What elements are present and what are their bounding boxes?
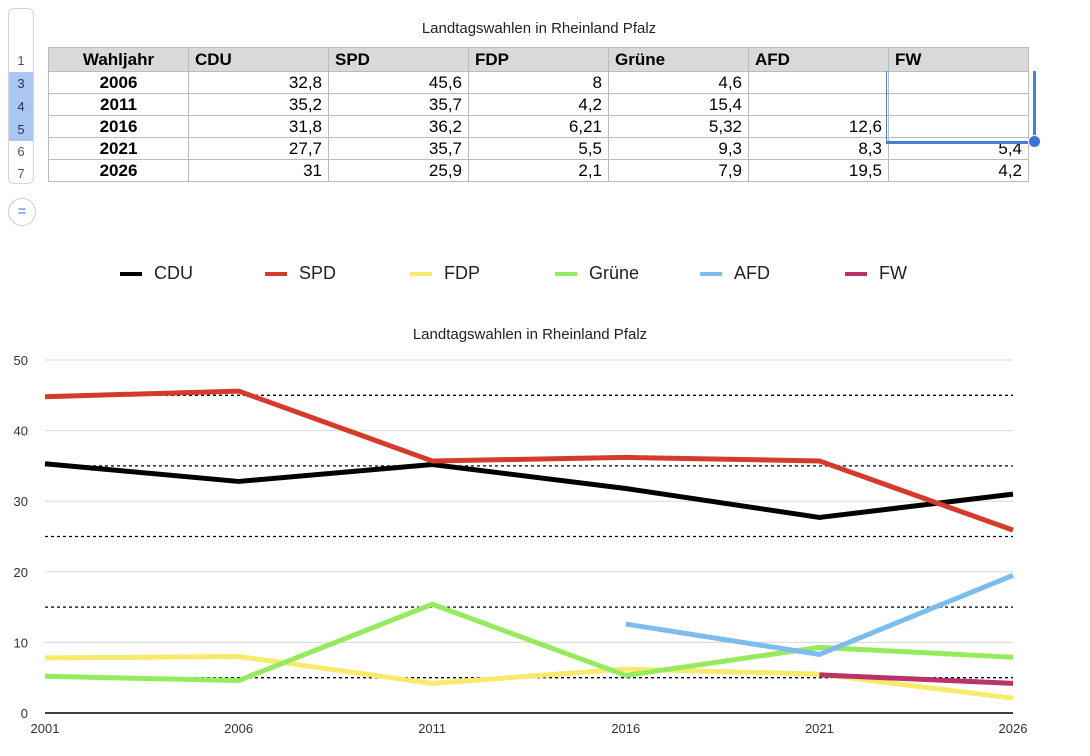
table-cell[interactable]: 2,1 <box>468 159 609 182</box>
table-row: 2011 35,2 35,7 4,2 15,4 <box>48 93 1029 116</box>
x-tick-label: 2001 <box>31 721 60 736</box>
legend-label: FW <box>879 263 907 283</box>
table-cell[interactable]: 35,2 <box>188 93 329 116</box>
chart-title: Landtagswahlen in Rheinland Pfalz <box>412 326 648 343</box>
table-cell[interactable]: 8 <box>468 71 609 94</box>
series-line-grüne <box>44 601 1014 684</box>
y-tick-label: 30 <box>14 494 28 509</box>
legend-item: Grüne <box>555 263 700 284</box>
table-cell[interactable]: 4,6 <box>608 71 749 94</box>
table-cell[interactable]: 15,4 <box>608 93 749 116</box>
table-cell[interactable]: 6,21 <box>468 115 609 138</box>
row-number[interactable]: 5 <box>9 118 33 141</box>
line-chart: 0 10 20 30 40 50 2001 2006 2011 2016 2021 2026 <box>14 353 1028 736</box>
table-cell[interactable]: 32,8 <box>188 71 329 94</box>
y-tick-label: 40 <box>14 424 28 439</box>
y-tick-label: 50 <box>14 353 28 368</box>
table-cell[interactable]: 5,32 <box>608 115 749 138</box>
table-cell[interactable]: 25,9 <box>328 159 469 182</box>
table-cell[interactable]: 2026 <box>48 159 189 182</box>
formula-button[interactable]: = <box>8 198 36 226</box>
legend-swatch <box>120 271 142 276</box>
y-tick-label: 0 <box>21 706 28 721</box>
table-cell[interactable]: 2011 <box>48 93 189 116</box>
table-row: 2006 32,8 45,6 8 4,6 <box>48 71 1029 94</box>
table-cell[interactable]: 5,5 <box>468 137 609 160</box>
legend-item: FW <box>845 263 990 284</box>
legend-label: CDU <box>154 263 193 283</box>
column-header[interactable]: Grüne <box>608 47 749 72</box>
table-cell[interactable]: 35,7 <box>328 93 469 116</box>
table-cell[interactable]: 31,8 <box>188 115 329 138</box>
legend-item: CDU <box>120 263 265 284</box>
legend-label: Grüne <box>589 263 640 283</box>
data-table[interactable]: Wahljahr CDU SPD FDP Grüne AFD FW 2006 32,8 45,6… <box>48 47 1029 182</box>
column-header[interactable]: Wahljahr <box>48 47 189 72</box>
table-cell[interactable]: 35,7 <box>328 137 469 160</box>
table-cell[interactable]: 31 <box>188 159 329 182</box>
table-cell[interactable]: 9,3 <box>608 137 749 160</box>
table-cell[interactable]: 2006 <box>48 71 189 94</box>
x-tick-label: 2021 <box>805 721 834 736</box>
legend-swatch <box>555 271 577 276</box>
table-cell[interactable]: 12,6 <box>748 115 889 138</box>
row-number[interactable]: 4 <box>9 95 33 118</box>
y-tick-label: 20 <box>14 565 28 580</box>
table-cell[interactable]: 2021 <box>48 137 189 160</box>
table-cell[interactable] <box>748 93 889 116</box>
row-number[interactable]: 1 <box>17 53 25 68</box>
column-header[interactable]: FDP <box>468 47 609 72</box>
selection-handle[interactable] <box>1028 135 1041 148</box>
table-cell[interactable]: 45,6 <box>328 71 469 94</box>
x-tick-label: 2016 <box>611 721 640 736</box>
column-header[interactable]: CDU <box>188 47 329 72</box>
series-line-afd <box>625 573 1014 657</box>
table-row: 2016 31,8 36,2 6,21 5,32 12,6 <box>48 115 1029 138</box>
x-tick-label: 2011 <box>418 721 446 736</box>
legend-item: SPD <box>265 263 410 284</box>
row-header-column[interactable]: 1 3 4 5 6 7 <box>8 8 34 184</box>
column-header[interactable]: SPD <box>328 47 469 72</box>
table-cell[interactable]: 19,5 <box>748 159 889 182</box>
legend-swatch <box>845 271 867 276</box>
table-cell[interactable]: 36,2 <box>328 115 469 138</box>
table-cell[interactable]: 8,3 <box>748 137 889 160</box>
cell-selection[interactable] <box>886 71 1036 144</box>
legend-label: SPD <box>299 263 337 283</box>
series-line-fw <box>819 672 1014 686</box>
row-number[interactable]: 3 <box>9 72 33 95</box>
y-tick-label: 10 <box>14 635 28 650</box>
x-tick-label: 2026 <box>999 721 1028 736</box>
row-number[interactable]: 7 <box>17 166 25 181</box>
series-line-spd <box>44 388 1014 533</box>
legend-label: FDP <box>444 263 480 283</box>
table-cell[interactable]: 4,2 <box>468 93 609 116</box>
legend-swatch <box>700 271 722 276</box>
legend-item: AFD <box>700 263 845 284</box>
legend-swatch <box>265 271 287 276</box>
chart-legend: CDU SPD FDP Grüne AFD FW <box>120 263 990 284</box>
column-header[interactable]: FW <box>888 47 1029 72</box>
row-number[interactable]: 6 <box>17 144 25 159</box>
table-cell[interactable]: 4,2 <box>888 159 1029 182</box>
series-line-cdu <box>44 461 1014 520</box>
legend-item: FDP <box>410 263 555 284</box>
table-cell[interactable]: 2016 <box>48 115 189 138</box>
table-cell[interactable]: 7,9 <box>608 159 749 182</box>
table-row: 2026 31 25,9 2,1 7,9 19,5 4,2 <box>48 159 1029 182</box>
legend-swatch <box>410 271 432 276</box>
table-row: 2021 27,7 35,7 5,5 9,3 8,3 5,4 <box>48 137 1029 160</box>
table-title: Landtagswahlen in Rheinland Pfalz <box>421 20 657 37</box>
table-cell[interactable]: 27,7 <box>188 137 329 160</box>
x-tick-label: 2006 <box>224 721 253 736</box>
column-header[interactable]: AFD <box>748 47 889 72</box>
table-cell[interactable] <box>748 71 889 94</box>
legend-label: AFD <box>734 263 770 283</box>
